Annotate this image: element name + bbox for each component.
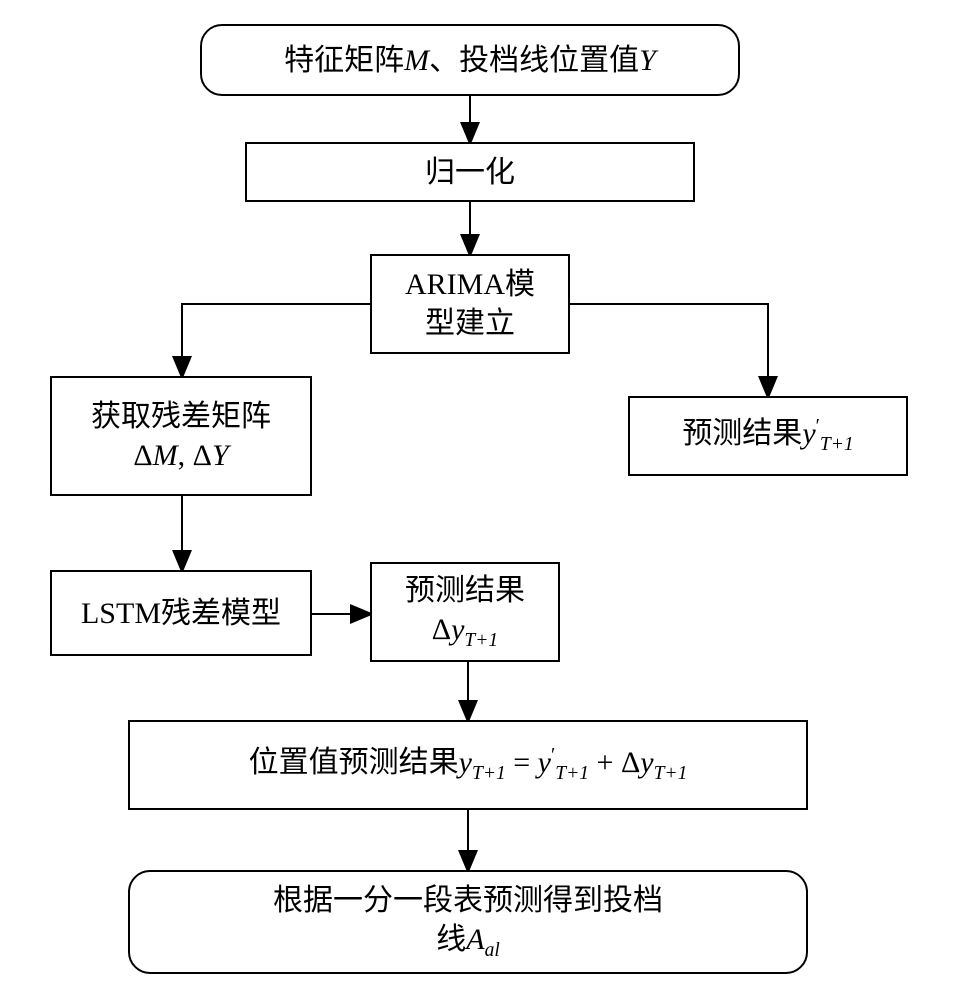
node-label-n8: 位置值预测结果yT+1 = y′T+1 + ΔyT+1 [249, 743, 688, 786]
node-label-n4: 获取残差矩阵ΔM, ΔY [91, 397, 271, 475]
node-n9: 根据一分一段表预测得到投档线Aal [128, 870, 808, 974]
node-n7: 预测结果ΔyT+1 [370, 562, 560, 662]
edge-2 [182, 304, 370, 376]
node-n8: 位置值预测结果yT+1 = y′T+1 + ΔyT+1 [128, 720, 808, 810]
node-n3: ARIMA模型建立 [370, 254, 570, 354]
node-n5: 预测结果y′T+1 [628, 396, 908, 476]
node-label-n2: 归一化 [425, 153, 515, 192]
node-n1: 特征矩阵M、投档线位置值Y [200, 24, 740, 96]
node-n4: 获取残差矩阵ΔM, ΔY [50, 376, 312, 496]
node-label-n9: 根据一分一段表预测得到投档线Aal [273, 881, 663, 963]
node-n2: 归一化 [245, 142, 695, 202]
node-label-n3: ARIMA模型建立 [405, 265, 535, 343]
node-label-n1: 特征矩阵M、投档线位置值Y [284, 41, 656, 80]
edge-3 [570, 304, 768, 396]
node-label-n5: 预测结果y′T+1 [682, 414, 853, 457]
node-n6: LSTM残差模型 [50, 570, 312, 656]
node-label-n7: 预测结果ΔyT+1 [405, 571, 525, 653]
node-label-n6: LSTM残差模型 [81, 594, 281, 633]
flowchart-canvas: 特征矩阵M、投档线位置值Y 归一化 ARIMA模型建立获取残差矩阵ΔM, ΔY 预测结… [0, 0, 965, 1000]
